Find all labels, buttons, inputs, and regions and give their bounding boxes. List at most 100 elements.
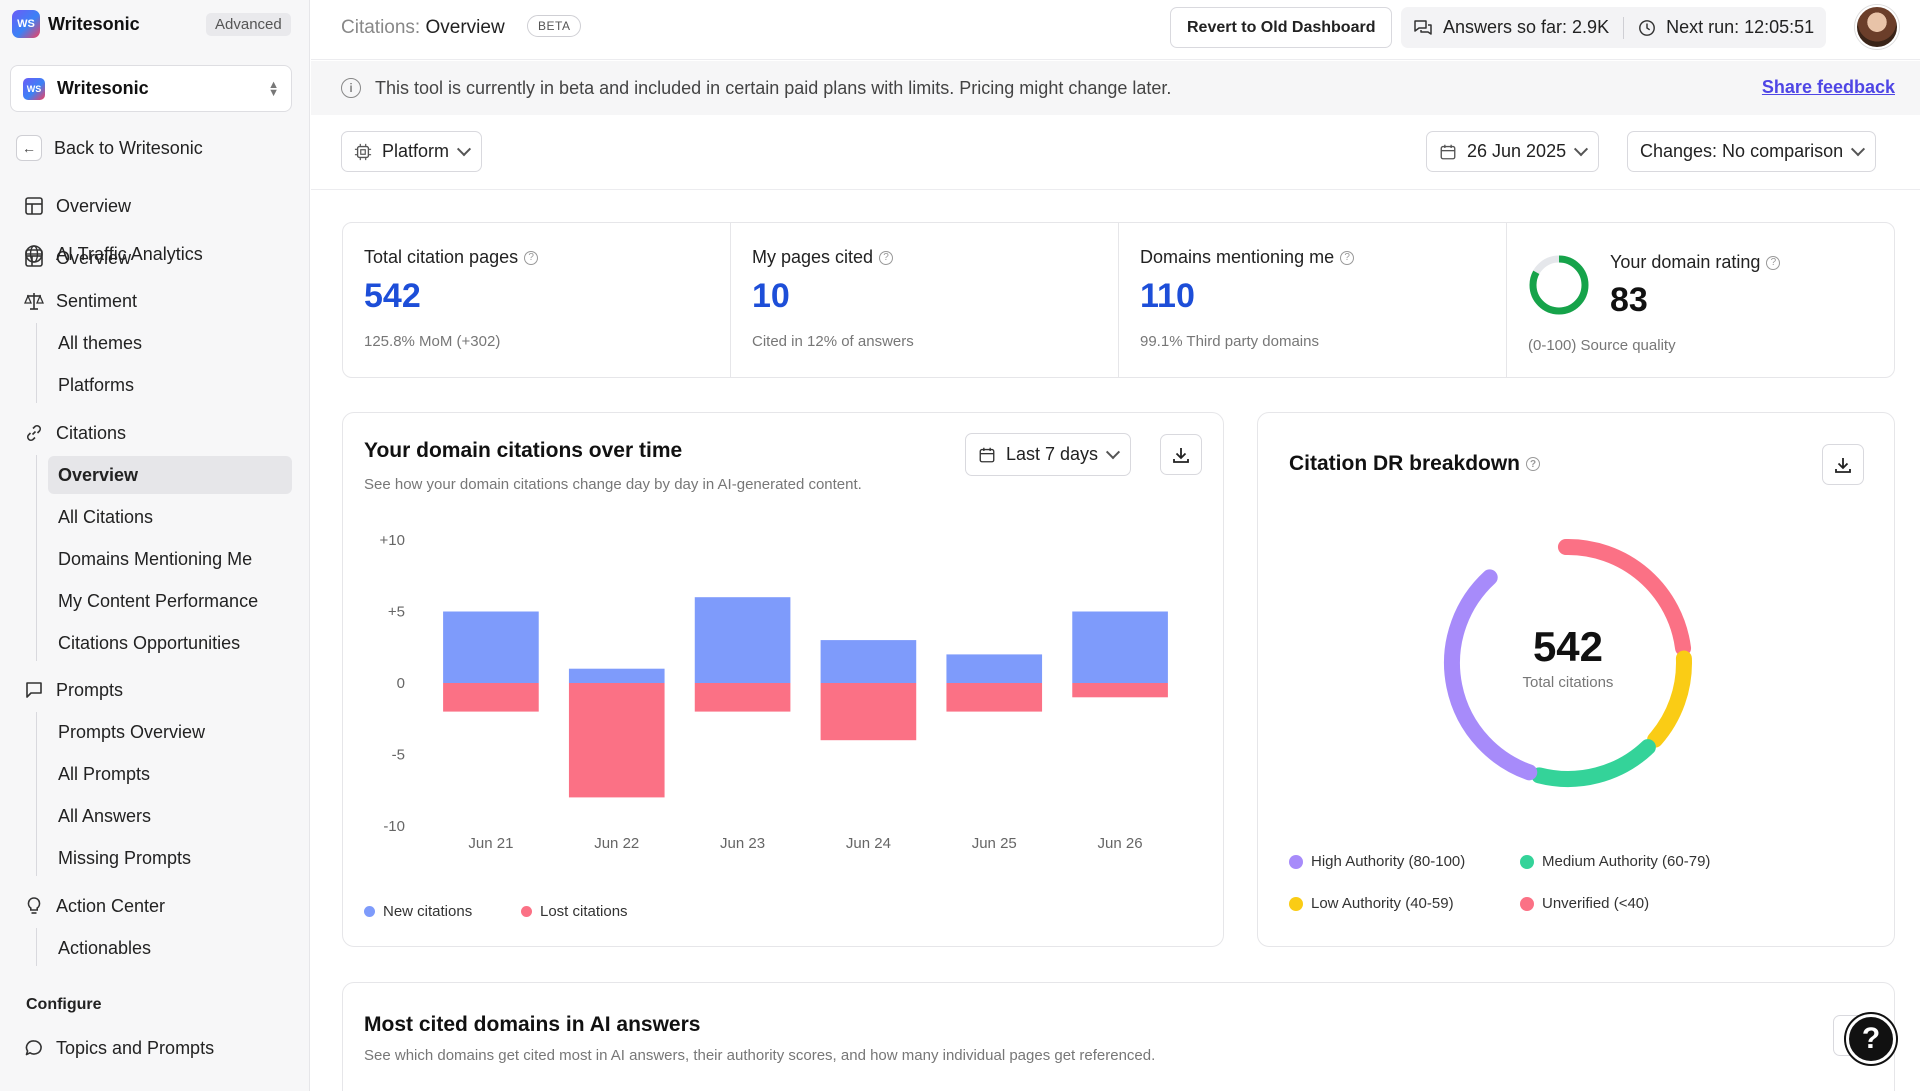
date-picker[interactable]: 26 Jun 2025 bbox=[1426, 131, 1600, 172]
top-bar: Citations: Overview BETA Revert to Old D… bbox=[311, 0, 1920, 60]
platform-dropdown[interactable]: Platform bbox=[341, 131, 483, 172]
globe-icon bbox=[25, 245, 43, 263]
help-icon[interactable]: ? bbox=[524, 250, 539, 265]
y-tick-label: -5 bbox=[392, 747, 405, 764]
chat-icon bbox=[1414, 19, 1432, 35]
bar-new-citations[interactable] bbox=[443, 611, 539, 684]
revert-dashboard-button[interactable]: Revert to Old Dashboard bbox=[1170, 7, 1393, 48]
nav-overview[interactable]: Overview bbox=[24, 243, 131, 273]
bar-new-citations[interactable] bbox=[568, 668, 665, 683]
stat-title-text: My pages cited bbox=[752, 247, 874, 267]
nav-overview-item[interactable]: Overview bbox=[24, 191, 131, 221]
nav-overview-label: Overview bbox=[56, 247, 132, 268]
nav-all-themes[interactable]: All themes bbox=[58, 332, 143, 353]
user-avatar[interactable] bbox=[1855, 5, 1899, 49]
x-tick-label: Jun 22 bbox=[594, 835, 639, 852]
donut-segment[interactable] bbox=[1557, 539, 1692, 657]
download-button[interactable] bbox=[1822, 444, 1864, 485]
nav-prompts[interactable]: Prompts bbox=[24, 675, 123, 705]
legend-low-authority: Low Authority (40-59) bbox=[1289, 895, 1454, 912]
stat-subtext: 99.1% Third party domains bbox=[1140, 333, 1319, 350]
bar-new-citations[interactable] bbox=[694, 597, 791, 683]
bar-lost-citations[interactable] bbox=[443, 683, 539, 712]
donut-segment[interactable] bbox=[1531, 739, 1656, 787]
bar-new-citations[interactable] bbox=[820, 640, 917, 683]
divider bbox=[1623, 16, 1625, 39]
nav-citations[interactable]: Citations bbox=[24, 418, 126, 448]
stat-value: 83 bbox=[1610, 281, 1648, 319]
lightbulb-icon bbox=[27, 897, 41, 914]
legend-dot bbox=[1289, 896, 1303, 911]
stat-title: My pages cited? bbox=[752, 247, 894, 268]
bar-new-citations[interactable] bbox=[946, 654, 1043, 683]
brand[interactable]: WS Writesonic bbox=[12, 10, 140, 38]
donut-segment[interactable] bbox=[1444, 569, 1538, 781]
stat-title: Total citation pages? bbox=[364, 247, 539, 268]
download-button[interactable] bbox=[1160, 434, 1202, 475]
stat-domains-mentioning: Domains mentioning me? 110 99.1% Third p… bbox=[1119, 223, 1507, 377]
nav-ai-traffic[interactable]: AI Traffic Analytics bbox=[24, 239, 203, 269]
writesonic-logo: WS bbox=[12, 10, 40, 38]
stat-title-text: Domains mentioning me bbox=[1140, 247, 1335, 267]
arrow-left-icon: ← bbox=[16, 135, 42, 161]
range-dropdown[interactable]: Last 7 days bbox=[965, 433, 1132, 476]
help-icon[interactable]: ? bbox=[1766, 255, 1781, 270]
chevron-down-icon bbox=[1851, 141, 1866, 156]
bar-lost-citations[interactable] bbox=[946, 683, 1043, 712]
nav-citations-opportunities[interactable]: Citations Opportunities bbox=[58, 632, 241, 653]
legend-label: Lost citations bbox=[540, 903, 628, 920]
nav-all-prompts[interactable]: All Prompts bbox=[58, 763, 151, 784]
card-title: Your domain citations over time bbox=[364, 439, 683, 462]
layout-icon bbox=[25, 197, 43, 215]
chevron-down-icon bbox=[456, 141, 472, 156]
help-icon[interactable]: ? bbox=[1526, 457, 1541, 471]
nav-all-citations[interactable]: All Citations bbox=[58, 506, 154, 527]
bar-lost-citations[interactable] bbox=[1072, 683, 1168, 698]
legend-label: Medium Authority (60-79) bbox=[1542, 853, 1711, 870]
bar-lost-citations[interactable] bbox=[820, 683, 917, 741]
clock-icon bbox=[1639, 19, 1655, 36]
nav-action-center[interactable]: Action Center bbox=[24, 891, 165, 921]
beta-banner: i This tool is currently in beta and inc… bbox=[311, 61, 1920, 115]
back-label: Back to Writesonic bbox=[54, 137, 203, 158]
nav-sentiment[interactable]: Sentiment bbox=[24, 286, 137, 316]
help-button[interactable]: ? bbox=[1846, 1014, 1896, 1064]
legend-new-citations: New citations bbox=[364, 903, 472, 920]
y-tick-label: +5 bbox=[388, 604, 405, 621]
stat-title-text: Your domain rating bbox=[1610, 252, 1761, 272]
nav-missing-prompts[interactable]: Missing Prompts bbox=[58, 847, 192, 868]
nav-content-performance[interactable]: My Content Performance bbox=[58, 590, 259, 611]
bar-lost-citations[interactable] bbox=[694, 683, 791, 712]
stat-value: 542 bbox=[364, 277, 421, 315]
stat-subtext: 125.8% MoM (+302) bbox=[364, 333, 501, 350]
cpu-icon bbox=[354, 143, 372, 160]
workspace-logo: WS bbox=[23, 77, 45, 100]
bar-new-citations[interactable] bbox=[1072, 611, 1168, 684]
most-cited-domains-card: Most cited domains in AI answers See whi… bbox=[342, 982, 1895, 1091]
nav-topics-prompts[interactable]: Topics and Prompts bbox=[24, 1033, 214, 1063]
stat-subtext: (0-100) Source quality bbox=[1528, 337, 1676, 354]
citations-subtree-line bbox=[36, 455, 37, 661]
x-tick-label: Jun 26 bbox=[1098, 835, 1143, 852]
help-icon[interactable]: ? bbox=[1340, 250, 1355, 265]
nav-domains-mentioning[interactable]: Domains Mentioning Me bbox=[58, 548, 253, 569]
nav-label: Citations bbox=[56, 422, 127, 443]
nav-platforms[interactable]: Platforms bbox=[58, 374, 135, 395]
nav-all-answers[interactable]: All Answers bbox=[58, 805, 152, 826]
help-icon[interactable]: ? bbox=[879, 250, 894, 265]
back-to-writesonic-link[interactable]: ← Back to Writesonic bbox=[16, 135, 203, 161]
bar-lost-citations[interactable] bbox=[568, 683, 665, 798]
share-feedback-link[interactable]: Share feedback bbox=[1761, 77, 1895, 97]
filters-bar: Platform 26 Jun 2025 Changes: No compari… bbox=[311, 115, 1920, 190]
legend-dot bbox=[521, 906, 532, 917]
nav-actionables[interactable]: Actionables bbox=[58, 937, 152, 958]
comparison-dropdown[interactable]: Changes: No comparison bbox=[1627, 131, 1877, 172]
workspace-name: Writesonic bbox=[57, 78, 149, 98]
download-icon bbox=[1835, 457, 1851, 473]
donut-segment[interactable] bbox=[1647, 650, 1692, 748]
citation-dr-breakdown-card: Citation DR breakdown ? 542 Total citati… bbox=[1257, 412, 1895, 947]
nav-prompts-overview[interactable]: Prompts Overview bbox=[58, 721, 206, 742]
nav-label: Action Center bbox=[56, 895, 166, 916]
workspace-selector[interactable]: WS Writesonic ▲ ▼ bbox=[10, 65, 292, 112]
nav-citations-overview[interactable]: Overview bbox=[48, 456, 292, 494]
